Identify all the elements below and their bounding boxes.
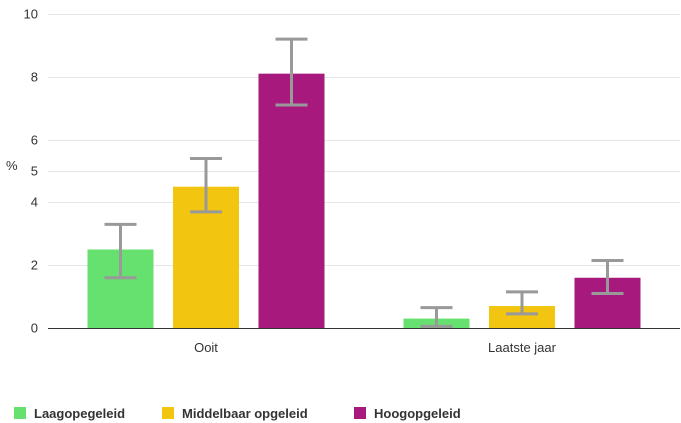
legend-item: Middelbaar opgeleid xyxy=(162,406,308,421)
gridlines xyxy=(48,14,680,266)
bar-middelbaar-opgeleid xyxy=(489,306,555,328)
error-bar xyxy=(506,290,538,316)
legend-item: Laagopegeleid xyxy=(14,406,125,421)
legend-label: Hoogopgeleid xyxy=(374,406,461,421)
y-axis: % 0 2 4 5 6 8 10 xyxy=(6,7,38,336)
bars xyxy=(87,73,641,328)
error-bar xyxy=(190,156,222,214)
y-tick-label: 8 xyxy=(31,70,38,85)
x-axis: Ooit Laatste jaar xyxy=(194,340,557,355)
y-tick-label: 6 xyxy=(31,133,38,148)
error-bar xyxy=(420,306,453,328)
y-tick-label: 4 xyxy=(31,195,38,210)
legend-swatch xyxy=(14,407,26,419)
error-bar xyxy=(104,222,137,280)
x-category-label: Ooit xyxy=(194,340,218,355)
y-tick-label: 10 xyxy=(24,7,38,22)
legend-swatch xyxy=(354,407,366,419)
y-tick-label: 5 xyxy=(31,164,38,179)
legend: Laagopegeleid Middelbaar opgeleid Hoogopge… xyxy=(14,406,461,421)
legend-label: Laagopegeleid xyxy=(34,406,125,421)
y-axis-label: % xyxy=(6,158,18,173)
y-tick-label: 0 xyxy=(31,321,38,336)
legend-label: Middelbaar opgeleid xyxy=(182,406,308,421)
bar-hoogopgeleid xyxy=(258,73,325,328)
x-category-label: Laatste jaar xyxy=(488,340,557,355)
legend-item: Hoogopgeleid xyxy=(354,406,461,421)
error-bar xyxy=(591,258,624,295)
error-bars xyxy=(104,37,624,328)
error-bar xyxy=(275,37,308,107)
y-tick-label: 2 xyxy=(31,258,38,273)
legend-swatch xyxy=(162,407,174,419)
